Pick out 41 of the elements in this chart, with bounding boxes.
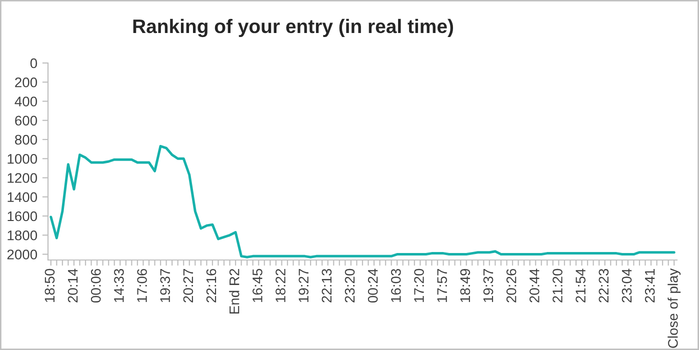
y-tick-label: 400 xyxy=(14,96,38,106)
x-tick-label: 17:06 xyxy=(137,268,147,302)
x-tick-label: End R2 xyxy=(229,269,240,314)
y-tick-label: 1200 xyxy=(8,173,38,183)
x-tick-label: 23:20 xyxy=(344,268,355,302)
x-tick-label: 20:14 xyxy=(68,268,78,302)
y-tick-label: 2000 xyxy=(7,250,38,260)
x-tick-label: 23:04 xyxy=(622,268,632,302)
y-tick-label: 0 xyxy=(30,58,38,68)
y-tick-label: 600 xyxy=(15,116,38,126)
x-tick-label: Close of play xyxy=(668,268,681,348)
x-tick-label: 19:37 xyxy=(160,269,170,302)
x-tick-label: 16:03 xyxy=(391,268,401,302)
x-tick-label: 22:13 xyxy=(322,268,332,302)
x-tick-label: 20:26 xyxy=(506,268,516,302)
y-tick-label: 1000 xyxy=(8,154,38,164)
x-tick-label: 16:45 xyxy=(252,268,262,302)
line-series xyxy=(50,144,676,258)
x-tick-label: 20:44 xyxy=(530,268,540,302)
x-tick-label: 19:27 xyxy=(298,269,309,302)
y-tick-label: 1800 xyxy=(8,230,38,240)
x-tick-label: 14:33 xyxy=(114,268,124,302)
x-tick-label: 18:50 xyxy=(44,268,55,302)
x-tick-label: 17:20 xyxy=(414,268,424,302)
y-tick-label: 800 xyxy=(15,134,38,145)
x-tick-label: 21:20 xyxy=(552,268,562,302)
x-tick-label: 22:16 xyxy=(206,268,216,302)
x-tick-label: 19:37 xyxy=(483,269,494,302)
x-tick-label: 18:22 xyxy=(276,269,286,302)
x-tick-label: 18:49 xyxy=(460,268,470,302)
x-tick-label: 00:24 xyxy=(368,268,378,303)
y-tick-label: 1400 xyxy=(8,192,38,202)
x-tick-label: 21:54 xyxy=(576,268,586,302)
x-tick-label: 20:27 xyxy=(183,269,194,302)
y-tick-label: 200 xyxy=(15,77,38,88)
x-tick-label: 22:23 xyxy=(598,268,609,302)
x-tick-label: 23:41 xyxy=(644,269,655,302)
x-tick-label: 00:06 xyxy=(90,268,101,303)
y-tick-label: 1600 xyxy=(8,211,38,222)
chart-title: Ranking of your entry (in real time) xyxy=(133,18,454,38)
x-tick-label: 17:57 xyxy=(437,269,448,302)
